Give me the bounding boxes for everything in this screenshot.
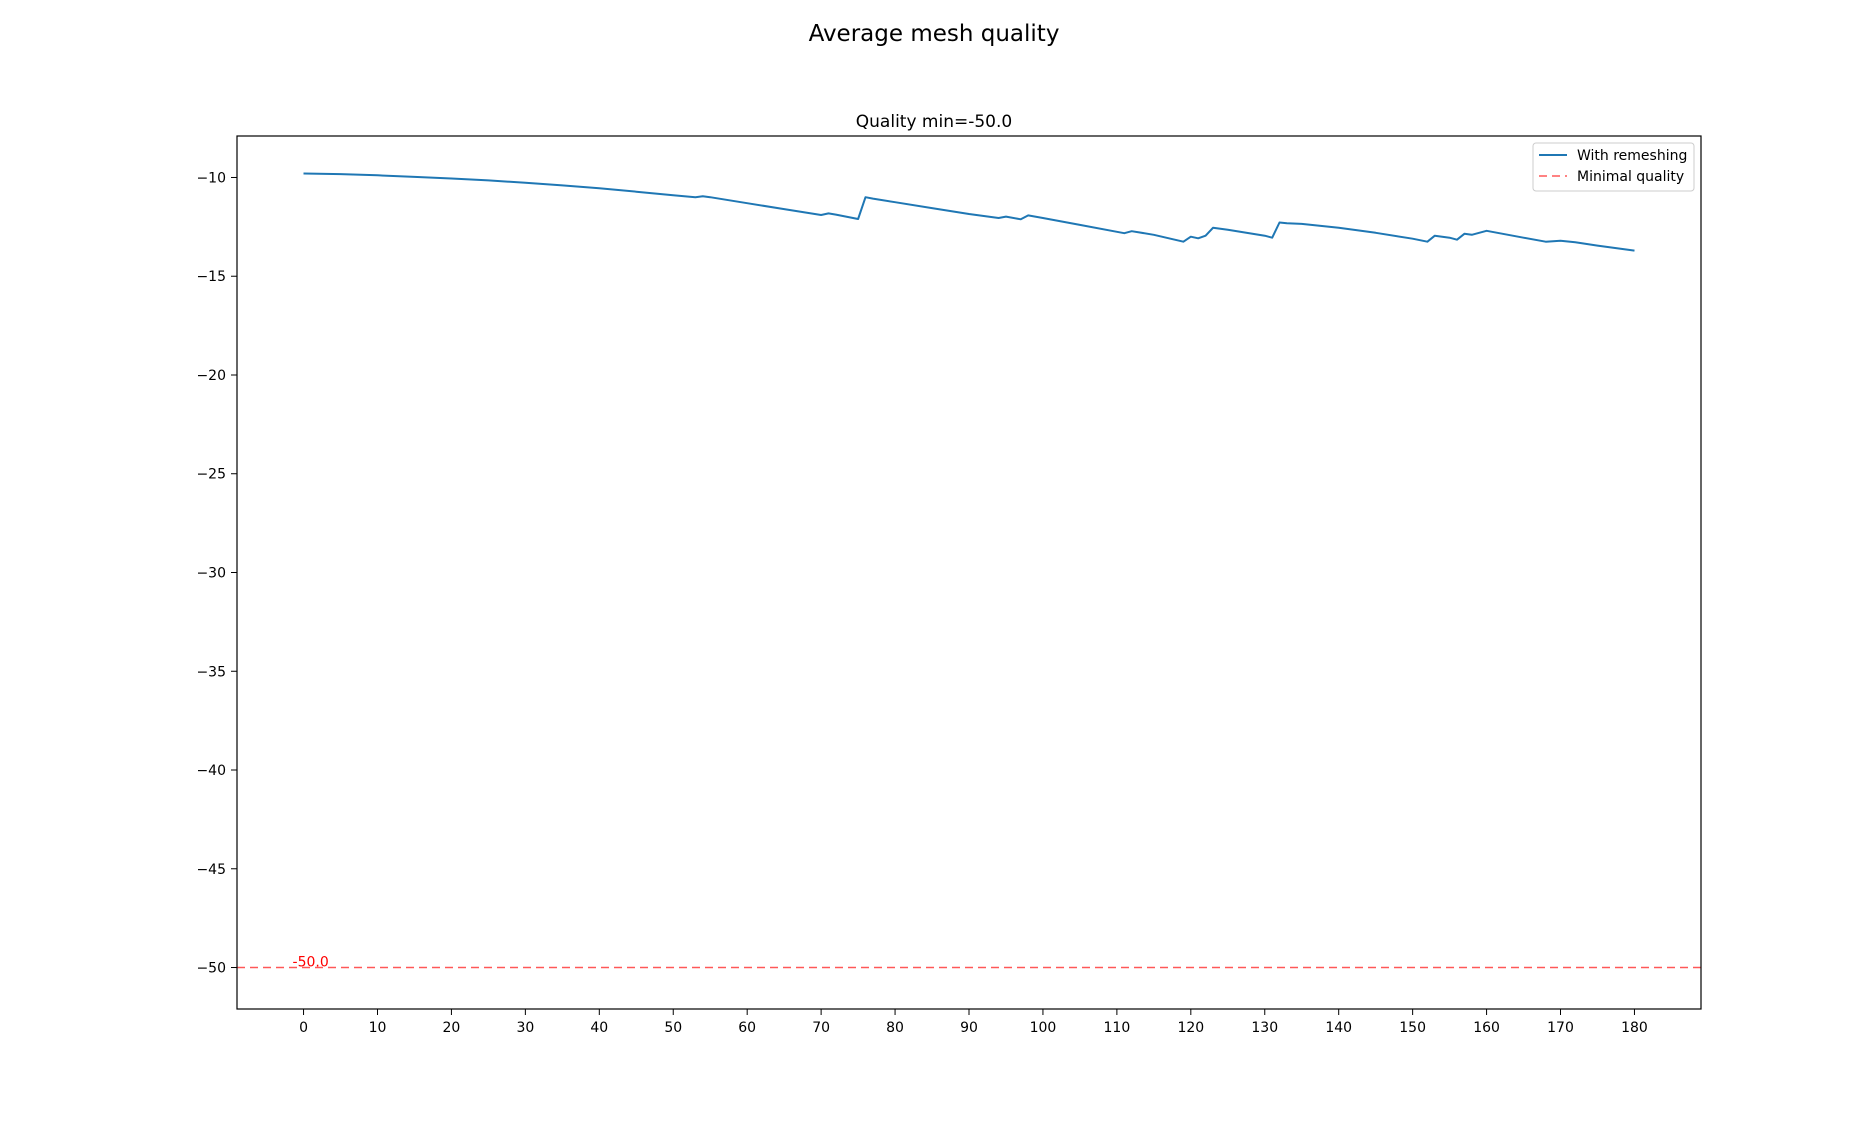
plot-area: -50.0 [237,172,1701,971]
legend: With remeshing Minimal quality [1532,142,1695,192]
x-tick-label: 140 [1325,1020,1352,1036]
y-tick-label: −25 [196,467,226,483]
x-tick-label: 100 [1030,1020,1057,1036]
x-tick-label: 10 [369,1020,387,1036]
x-tick-label: 110 [1104,1020,1131,1036]
x-ticks: 0 10 20 30 40 50 60 70 80 90 100 110 120 130 140 150 160… [299,1009,1648,1036]
x-tick-label: 130 [1251,1020,1278,1036]
x-tick-label: 50 [664,1020,682,1036]
axes-title: Quality min=-50.0 [856,112,1012,132]
x-tick-label: 60 [738,1020,756,1036]
y-tick-label: −10 [196,170,226,186]
x-tick-label: 30 [516,1020,534,1036]
series-group [303,172,1635,252]
x-tick-label: 0 [299,1020,308,1036]
x-tick-label: 150 [1399,1020,1426,1036]
x-tick-label: 170 [1547,1020,1574,1036]
figure-title: Average mesh quality [809,21,1060,47]
x-tick-label: 70 [812,1020,830,1036]
x-tick-label: 160 [1473,1020,1500,1036]
legend-label-series: With remeshing [1577,148,1687,164]
y-tick-label: −45 [196,862,226,878]
y-tick-label: −20 [196,368,226,384]
x-tick-label: 120 [1177,1020,1204,1036]
legend-label-threshold: Minimal quality [1577,169,1684,185]
y-tick-label: −40 [196,763,226,779]
x-tick-label: 90 [960,1020,978,1036]
x-tick-label: 40 [590,1020,608,1036]
series-line-1 [303,172,1635,252]
axes-frame [236,135,1702,1010]
y-tick-label: −15 [196,269,226,285]
x-tick-label: 180 [1621,1020,1648,1036]
y-ticks: −10 −15 −20 −25 −30 −35 −40 −45 −50 [196,170,237,977]
y-tick-label: −35 [196,664,226,680]
y-tick-label: −50 [196,961,226,977]
x-tick-label: 20 [443,1020,461,1036]
x-tick-label: 80 [886,1020,904,1036]
legend-box [1532,142,1695,192]
y-tick-label: −30 [196,566,226,582]
threshold-label: -50.0 [293,955,329,971]
